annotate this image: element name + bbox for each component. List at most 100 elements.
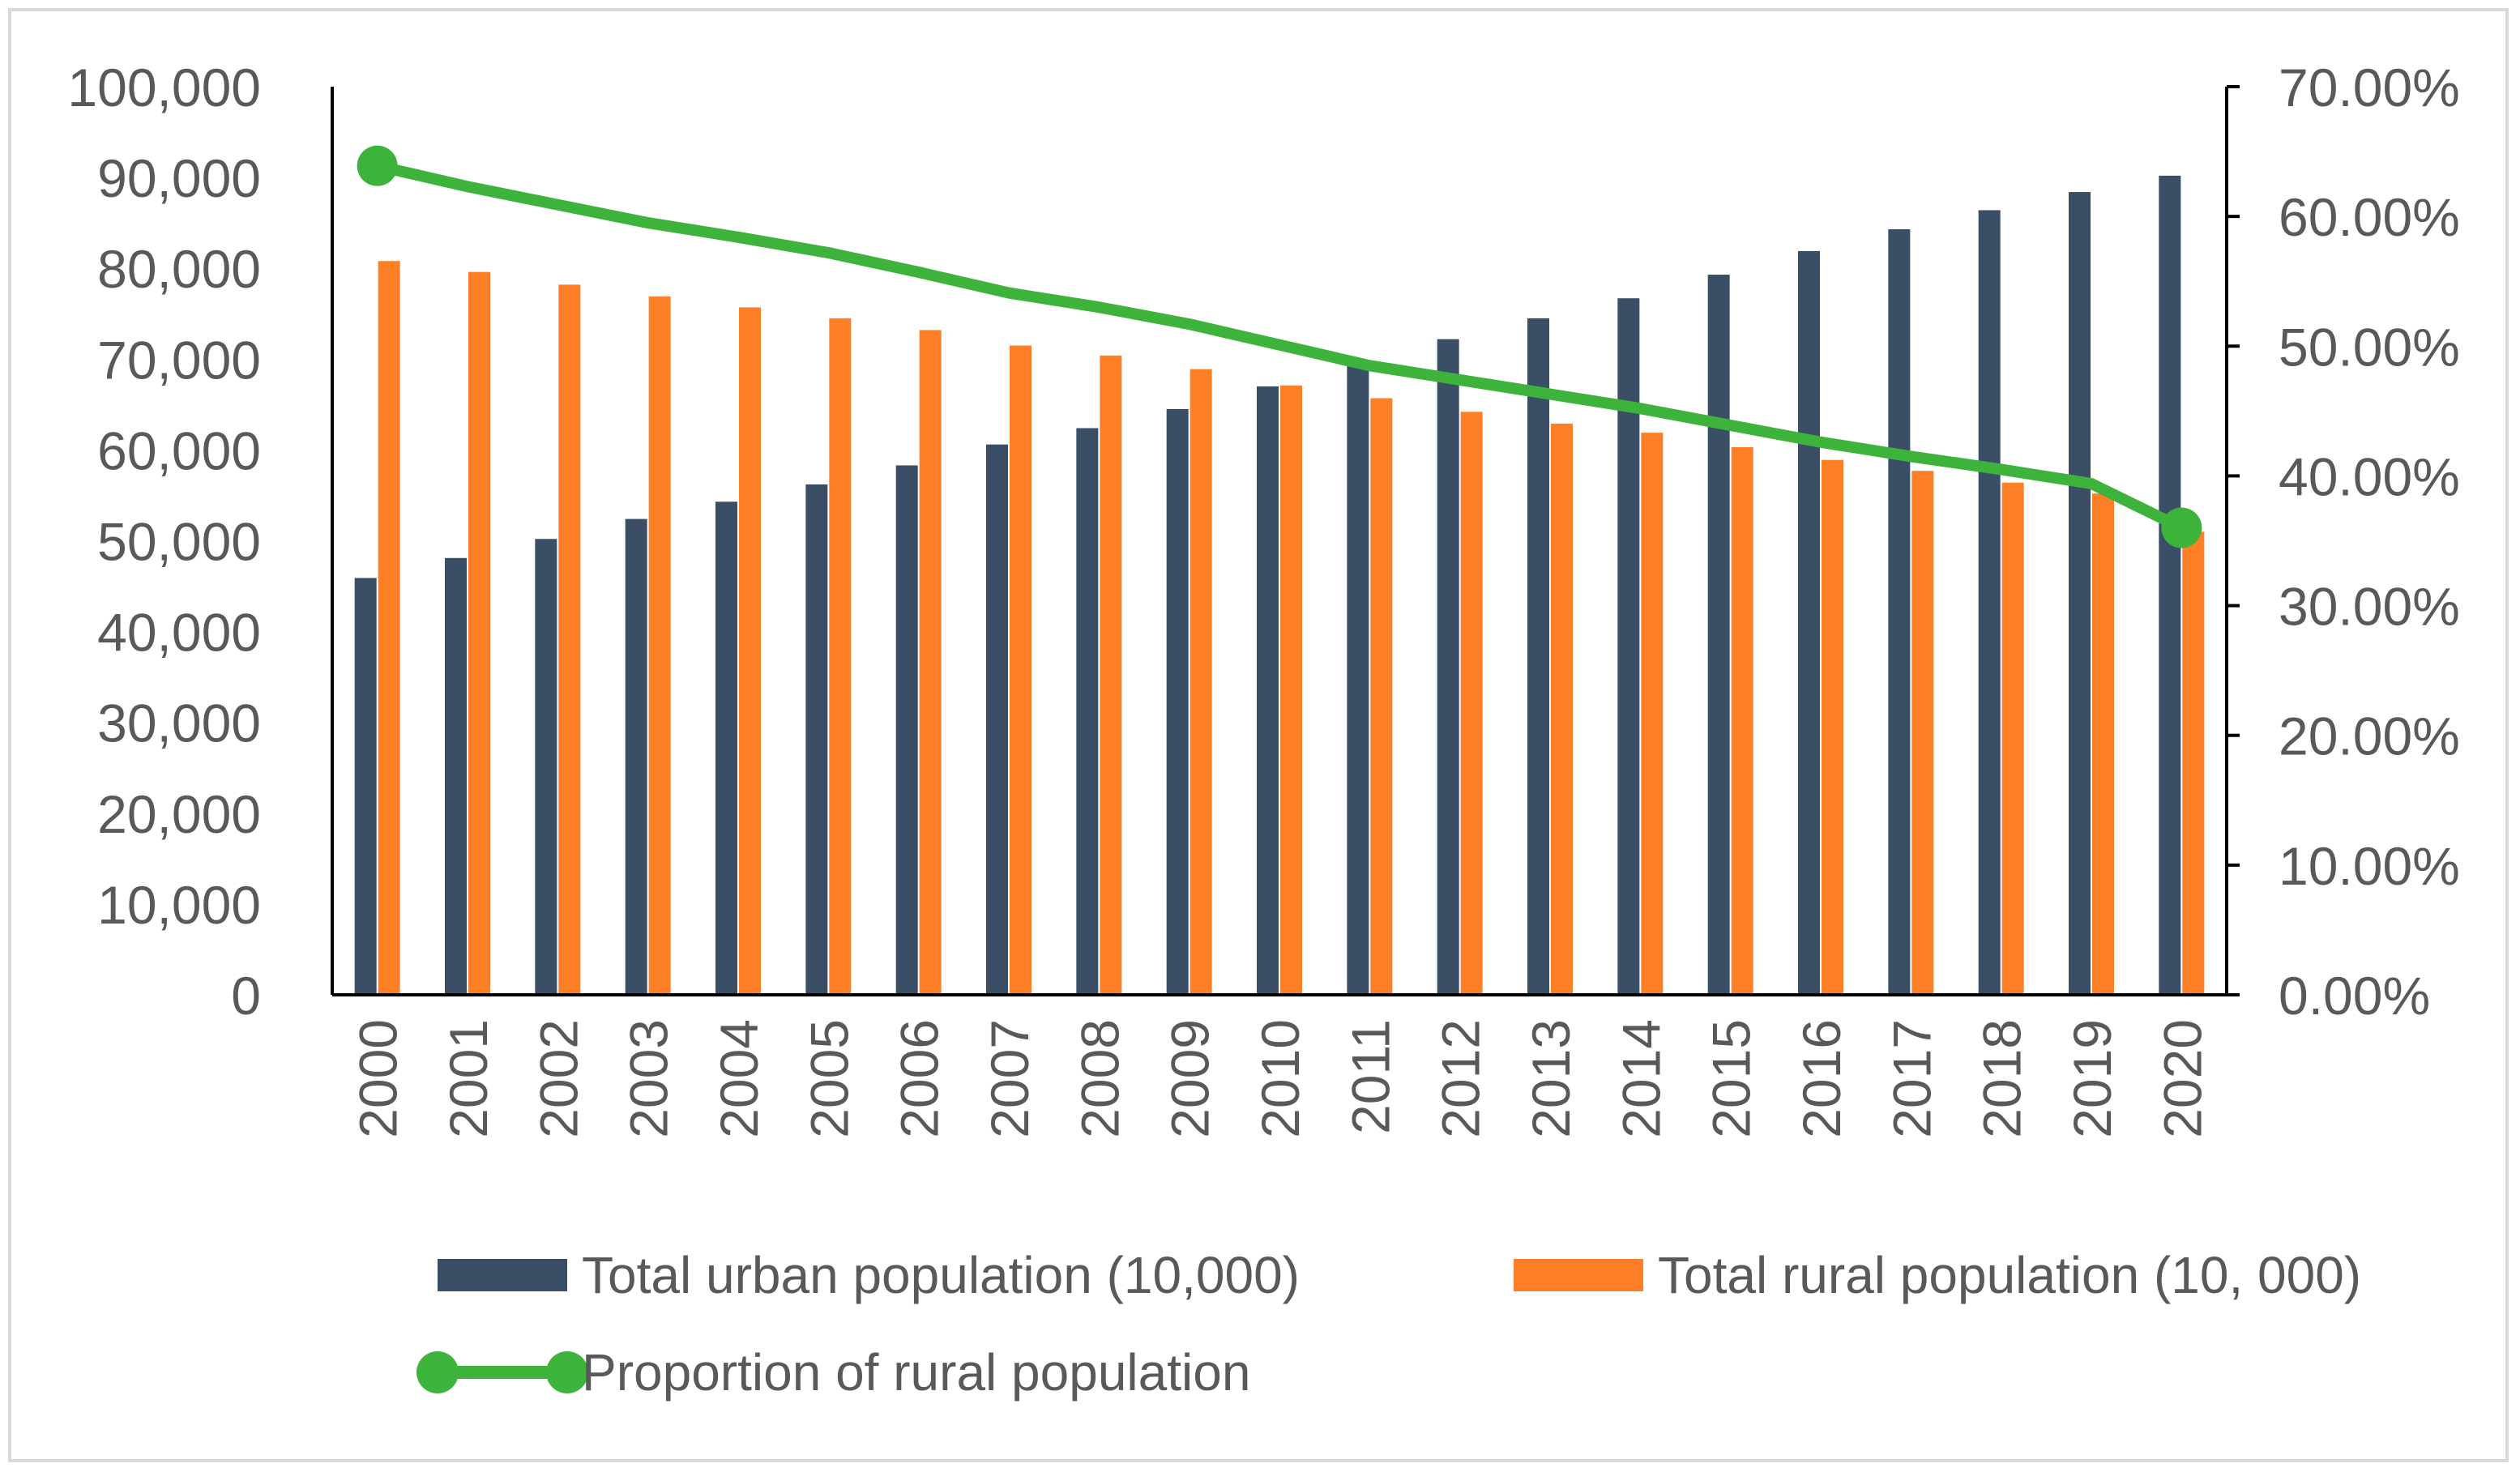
- bar-urban-2010: [1257, 386, 1279, 995]
- bar-rural-2010: [1280, 385, 1302, 996]
- right-tick-label-5: 50.00%: [2279, 317, 2460, 377]
- bar-urban-2015: [1707, 275, 1730, 995]
- bar-urban-2016: [1798, 250, 1820, 995]
- bar-urban-2017: [1888, 228, 1911, 995]
- bar-rural-2004: [739, 307, 761, 995]
- x-tick-label-2003: 2003: [619, 1019, 679, 1138]
- bar-rural-2016: [1822, 459, 1843, 995]
- bar-rural-2007: [1010, 345, 1031, 995]
- x-tick-label-2001: 2001: [438, 1019, 498, 1138]
- bar-rural-2013: [1551, 423, 1573, 995]
- x-tick-label-2008: 2008: [1070, 1019, 1130, 1138]
- bar-urban-2009: [1166, 408, 1189, 996]
- x-tick-label-2000: 2000: [348, 1019, 408, 1138]
- bar-urban-2007: [986, 444, 1008, 995]
- legend-label-proportion: Proportion of rural population: [582, 1343, 1250, 1402]
- left-tick-label-1: 10,000: [97, 875, 261, 935]
- x-tick-label-2009: 2009: [1160, 1019, 1220, 1138]
- bar-rural-2001: [468, 271, 490, 996]
- axes-group: [331, 85, 2240, 996]
- x-tick-label-2013: 2013: [1521, 1019, 1581, 1138]
- x-tick-label-2002: 2002: [528, 1019, 588, 1138]
- right-tick-label-0: 0.00%: [2279, 966, 2430, 1026]
- bar-urban-2001: [445, 557, 467, 995]
- legend-label-rural: Total rural population (10, 000): [1658, 1246, 2361, 1304]
- left-tick-label-10: 100,000: [67, 58, 261, 117]
- bar-urban-2014: [1617, 298, 1640, 995]
- legend-label-urban: Total urban population (10,000): [582, 1246, 1300, 1304]
- x-tick-label-2010: 2010: [1250, 1019, 1310, 1138]
- right-tick-label-2: 20.00%: [2279, 706, 2460, 766]
- bar-rural-2002: [558, 284, 581, 995]
- left-tick-label-2: 20,000: [97, 784, 261, 844]
- x-tick-label-2004: 2004: [709, 1019, 769, 1138]
- x-tick-label-2016: 2016: [1792, 1019, 1852, 1138]
- legend-marker-proportion-right: [546, 1351, 588, 1393]
- x-tick-label-2014: 2014: [1611, 1019, 1671, 1138]
- x-tick-label-2017: 2017: [1881, 1019, 1941, 1138]
- x-tick-label-2015: 2015: [1702, 1019, 1762, 1138]
- bar-urban-2004: [715, 501, 737, 995]
- x-axis-tick-labels: 2000 2001 2002 2003 2004 2005 2006 2007 2008 2009…: [348, 1019, 2213, 1138]
- right-tick-label-6: 60.00%: [2279, 187, 2460, 247]
- line-marker-2020: [2161, 507, 2202, 548]
- bar-rural-2018: [2001, 482, 2024, 995]
- right-tick-label-7: 70.00%: [2279, 58, 2460, 117]
- bar-urban-2005: [805, 484, 828, 995]
- bar-urban-2019: [2069, 192, 2091, 995]
- x-tick-label-2019: 2019: [2062, 1019, 2122, 1138]
- bar-urban-2011: [1347, 360, 1369, 995]
- left-tick-label-4: 40,000: [97, 603, 261, 663]
- bar-rural-2003: [648, 296, 671, 995]
- bar-urban-2018: [1978, 210, 2001, 995]
- bar-urban-2013: [1527, 318, 1549, 996]
- bar-urban-2012: [1437, 339, 1459, 995]
- left-tick-label-9: 90,000: [97, 148, 261, 208]
- bar-rural-2015: [1731, 447, 1753, 995]
- bar-rural-2014: [1641, 433, 1664, 995]
- bar-rural-2000: [378, 261, 400, 995]
- bar-rural-2005: [829, 318, 852, 996]
- bar-rural-2008: [1100, 355, 1122, 995]
- bar-urban-2003: [625, 518, 647, 995]
- x-tick-label-2006: 2006: [890, 1019, 950, 1138]
- legend-swatch-urban: [438, 1259, 567, 1291]
- left-tick-label-8: 80,000: [97, 239, 261, 299]
- bar-rural-2019: [2092, 493, 2114, 995]
- bar-rural-2012: [1460, 412, 1483, 995]
- x-tick-label-2005: 2005: [799, 1019, 859, 1138]
- legend-swatch-rural: [1514, 1259, 1643, 1291]
- left-axis-tick-labels: 0 10,000 20,000 30,000 40,000 50,000 60,000 70,…: [67, 58, 261, 1026]
- right-tick-label-3: 30.00%: [2279, 577, 2460, 637]
- bar-rural-2006: [919, 330, 942, 996]
- bar-rural-2009: [1190, 369, 1212, 996]
- left-tick-label-7: 70,000: [97, 330, 261, 390]
- left-tick-label-6: 60,000: [97, 420, 261, 480]
- left-tick-label-3: 30,000: [97, 693, 261, 753]
- bar-rural-2020: [2182, 531, 2205, 995]
- bar-urban-2006: [895, 465, 918, 995]
- bars-group: [354, 175, 2205, 996]
- left-tick-label-5: 50,000: [97, 512, 261, 572]
- line-series-group: [357, 145, 2202, 548]
- x-tick-label-2020: 2020: [2152, 1019, 2212, 1138]
- bar-urban-2002: [535, 539, 557, 995]
- bar-urban-2000: [354, 578, 377, 995]
- x-tick-label-2007: 2007: [980, 1019, 1040, 1138]
- line-marker-2000: [357, 145, 398, 186]
- right-tick-label-1: 10.00%: [2279, 836, 2460, 896]
- left-tick-label-0: 0: [231, 966, 261, 1026]
- x-tick-label-2012: 2012: [1431, 1019, 1491, 1138]
- bar-urban-2020: [2159, 175, 2181, 995]
- bar-urban-2008: [1076, 428, 1099, 995]
- bar-rural-2011: [1370, 398, 1393, 995]
- right-axis-tick-labels: 0.00% 10.00% 20.00% 30.00% 40.00% 50.00% 60.00…: [2279, 58, 2460, 1026]
- legend: Total urban population (10,000) Total ru…: [416, 1246, 2361, 1402]
- x-tick-label-2018: 2018: [1972, 1019, 2032, 1138]
- bar-rural-2017: [1911, 471, 1934, 995]
- legend-marker-proportion-left: [416, 1351, 459, 1393]
- line-proportion-of-rural-population: [371, 160, 2188, 534]
- x-tick-label-2011: 2011: [1340, 1019, 1400, 1134]
- right-tick-label-4: 40.00%: [2279, 446, 2460, 506]
